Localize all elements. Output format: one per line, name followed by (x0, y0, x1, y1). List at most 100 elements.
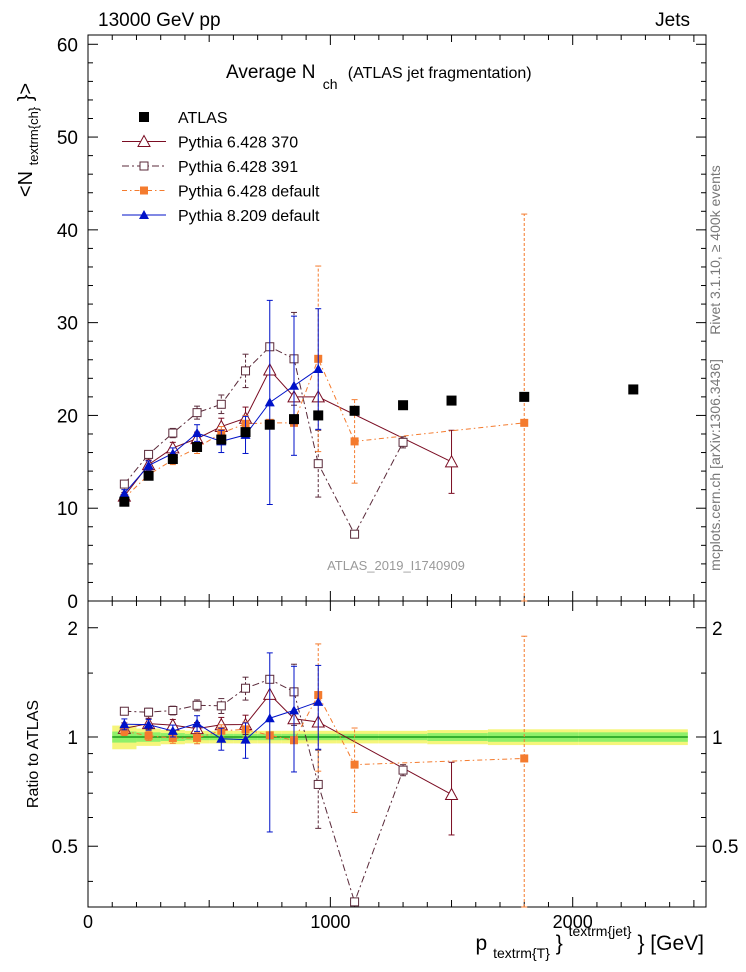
atlas-point (628, 384, 639, 395)
y-tick-label: 10 (57, 499, 78, 520)
series-ratio-point (240, 734, 251, 744)
atlas-point (289, 414, 299, 425)
legend-label: Pythia 6.428 391 (178, 159, 298, 176)
ratio-y-label: Ratio to ATLAS (25, 700, 42, 808)
legend-label: Pythia 6.428 default (178, 184, 320, 201)
atlas-point (167, 454, 178, 465)
series-ratio-point (168, 706, 178, 716)
series-ratio-point (444, 787, 459, 800)
series-ratio-point (120, 727, 129, 736)
series-point (119, 479, 129, 489)
series-ratio-point (350, 760, 359, 769)
ratio-tick-label-left: 1 (67, 728, 78, 749)
y-tick-label: 30 (57, 314, 78, 335)
x-tick-label: 1000 (310, 912, 350, 932)
chart-title-rest: (ATLAS jet fragmentation) (348, 65, 532, 82)
x-label-tail: } [GeV] (637, 932, 704, 955)
ratio-tick-label-left: 2 (67, 619, 78, 640)
series-ratio-point (264, 713, 275, 723)
chart-title: Average N ch (ATLAS jet fragmentation) (226, 62, 532, 94)
y-tick-label: 20 (57, 406, 78, 427)
axis-ticks: 0 1000 2000 0 10 20 30 40 50 60 0.5 0.5 1 1 2 2 (52, 35, 738, 932)
series-ratio-point (168, 734, 177, 743)
series-ratio-line (124, 678, 404, 904)
x-axis-label: p textrm{T} } textrm{jet} } [GeV] (476, 918, 704, 963)
ratio-tick-label-right: 0.5 (712, 837, 738, 858)
chart-title-main: Average N (226, 62, 315, 83)
atlas-point (240, 427, 251, 438)
atlas-point (446, 395, 457, 406)
series-point (520, 418, 529, 427)
series-point (143, 460, 154, 470)
series-ratio-point (241, 683, 251, 693)
y-label-post: }> (15, 83, 37, 101)
legend-marker (140, 186, 148, 195)
x-label-p: p (476, 932, 488, 955)
ratio-plot-frame (87, 600, 707, 908)
series-ratio-point (313, 779, 323, 789)
series-ratio-point (193, 733, 202, 742)
series-point (192, 428, 203, 438)
series-point (398, 437, 408, 447)
series-ratio-point (119, 719, 130, 729)
series-ratio-point (167, 725, 178, 735)
y-label-sub: textrm{ch} (26, 106, 41, 165)
series-ratio-point (289, 705, 299, 715)
series-point (350, 529, 360, 539)
legend-marker (139, 161, 149, 171)
legend: ATLAS Pythia 6.428 370 Pythia 6.428 391 Pyt… (122, 110, 320, 225)
series-ratio-line (124, 693, 452, 795)
series-layer (117, 213, 529, 908)
series-ratio-point (143, 719, 154, 729)
legend-marker (139, 210, 149, 219)
y-tick-label: 50 (57, 128, 78, 149)
mcplots-label: mcplots.cern.ch [arXiv:1306.3436] (707, 359, 723, 571)
series-ratio-point (398, 765, 408, 775)
series-point (119, 488, 130, 498)
analysis-watermark: ATLAS_2019_I1740909 (327, 558, 465, 573)
series-point (241, 366, 251, 376)
atlas-point (313, 410, 324, 421)
series-ratio-line (124, 693, 525, 766)
x-label-sup: textrm{jet} (569, 923, 632, 939)
legend-label: ATLAS (178, 110, 228, 127)
ratio-tick-label-right: 1 (712, 728, 723, 749)
series-1 (119, 311, 408, 907)
chart-title-sub: ch (323, 76, 338, 92)
legend-label: Pythia 6.428 370 (178, 135, 298, 152)
series-point (264, 397, 275, 407)
reference-data-layer (119, 384, 639, 507)
series-ratio-point (192, 718, 203, 728)
series-ratio-point (144, 707, 154, 717)
series-point (313, 364, 324, 374)
y-tick-label: 60 (57, 35, 78, 56)
atlas-point (264, 419, 275, 430)
series-ratio-point (119, 706, 129, 716)
series-point (192, 408, 202, 418)
series-point (216, 399, 226, 409)
series-ratio-point (216, 701, 226, 711)
series-point (313, 459, 323, 469)
series-point (350, 437, 359, 446)
series-ratio-point (144, 731, 153, 740)
series-ratio-point (313, 696, 324, 706)
atlas-point (349, 405, 360, 416)
atlas-point (192, 441, 203, 452)
y-label-pre: <N (15, 171, 37, 197)
legend-label: Pythia 8.209 default (178, 208, 320, 225)
header-right: Jets (655, 10, 690, 31)
atlas-point (519, 391, 530, 402)
atlas-point (143, 470, 154, 481)
x-tick-label: 0 (83, 912, 93, 932)
series-3 (119, 299, 324, 833)
header-left: 13000 GeV pp (98, 10, 221, 31)
series-line (124, 357, 525, 499)
y-tick-label: 40 (57, 221, 78, 242)
series-ratio-point (520, 754, 529, 763)
x-label-sub: textrm{T} (493, 945, 550, 961)
x-tick-label: 2000 (553, 912, 593, 932)
atlas-point (119, 496, 130, 507)
y-axis-label: <N textrm{ch} }> (15, 83, 43, 197)
series-point (289, 380, 299, 390)
